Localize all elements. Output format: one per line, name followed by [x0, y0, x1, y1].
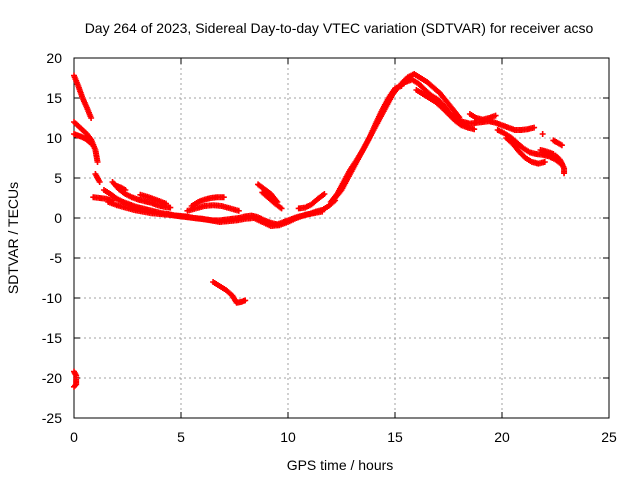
y-tick-label: 10 [46, 130, 62, 146]
data-point-fill [240, 297, 247, 304]
data-point-fill [118, 198, 125, 205]
data-point-fill [234, 207, 241, 214]
data-point-fill [384, 96, 391, 103]
data-point-fill [95, 177, 102, 184]
data-point-fill [120, 204, 127, 211]
data-point-fill [127, 193, 134, 200]
grid [74, 58, 609, 418]
data-point-fill [291, 215, 298, 222]
data-point-fill [219, 194, 226, 201]
data-point [539, 131, 546, 137]
data-point-fill [144, 193, 151, 200]
plot-frame [73, 57, 610, 419]
data-point-fill [91, 145, 98, 152]
data-point-fill [133, 196, 140, 202]
data-point-fill [358, 148, 365, 155]
data-point-fill [146, 199, 153, 206]
y-tick-label: -20 [42, 370, 62, 386]
data-point-fill [87, 113, 94, 120]
data-point-fill [112, 201, 119, 208]
data-point-fill [527, 158, 534, 164]
data-point-fill [257, 218, 264, 225]
data-point-fill [300, 212, 307, 219]
data-point-fill [83, 103, 90, 109]
data-point-fill [94, 157, 101, 164]
data-point-fill [152, 196, 159, 203]
data-point-fill [161, 199, 168, 206]
data-point-fill [378, 108, 385, 115]
data-point-fill [339, 180, 346, 187]
data-point-fill [73, 379, 80, 386]
data-point-fill [529, 125, 536, 131]
data-point-fill [557, 141, 564, 148]
data-point [71, 383, 77, 390]
data-point-fill [352, 159, 359, 165]
data-point-fill [548, 150, 555, 157]
y-tick-label: -10 [42, 290, 62, 306]
data-point-fill [484, 115, 491, 122]
data-point-fill [490, 113, 497, 120]
data-point-fill [469, 125, 476, 132]
data-point-fill [471, 114, 478, 120]
data-point-fill [497, 121, 504, 128]
data-point-fill [283, 219, 290, 226]
data-point-fill [225, 204, 232, 211]
data-point-fill [490, 119, 497, 126]
data-point-fill [463, 124, 470, 130]
data-point-fill [277, 204, 284, 211]
data-point-fill [525, 148, 532, 155]
data-point-fill [165, 204, 172, 211]
y-tick-label: 0 [54, 210, 62, 226]
x-tick-label: 15 [387, 429, 403, 445]
data-point-fill [503, 124, 510, 130]
x-tick-labels: 0 5 10 15 20 25 [70, 429, 617, 445]
data-point-fill [74, 81, 81, 88]
x-tick-label: 0 [70, 429, 78, 445]
data-point-fill [333, 192, 340, 199]
y-tick-label: 5 [54, 170, 62, 186]
data-point-fill [346, 168, 353, 175]
y-axis-title: SDTVAR / TECUs [5, 182, 21, 294]
data-point-fill [214, 282, 221, 288]
data-point-fill [371, 122, 378, 129]
x-tick-label: 20 [494, 429, 510, 445]
data-point-fill [236, 299, 243, 306]
data-point-fill [455, 112, 462, 119]
data-point-fill [300, 204, 307, 211]
data-point-fill [86, 139, 93, 146]
y-tick-label: 20 [46, 50, 62, 66]
axis-ticks [73, 57, 610, 419]
y-tick-label: -15 [42, 330, 62, 346]
x-tick-label: 10 [280, 429, 296, 445]
data-point-fill [540, 159, 547, 166]
data-point-fill [365, 136, 372, 143]
data-point-fill [424, 94, 431, 100]
x-tick-label: 25 [601, 429, 617, 445]
data-point-fill [320, 191, 327, 198]
y-tick-label: -25 [42, 410, 62, 426]
y-tick-labels: -25 -20 -15 -10 -5 0 5 10 15 20 [42, 50, 62, 426]
data-point-fill [561, 168, 568, 175]
data-point-fill [416, 74, 423, 80]
chart-title: Day 264 of 2023, Sidereal Day-to-day VTE… [85, 20, 594, 36]
data-point-fill [499, 129, 506, 136]
data-point-fill [542, 148, 549, 155]
data-point-fill [73, 132, 80, 139]
data-point-fill [317, 208, 324, 215]
data-points [71, 71, 568, 390]
y-tick-label: 15 [46, 90, 62, 106]
y-tick-label: -5 [50, 250, 63, 266]
data-point-fill [193, 200, 200, 206]
x-axis-title: GPS time / hours [287, 457, 394, 473]
data-point-fill [418, 90, 425, 96]
data-point-fill [120, 186, 127, 193]
data-point-fill [72, 382, 79, 389]
data-point-fill [199, 197, 206, 204]
data-point-fill [191, 205, 198, 212]
x-tick-label: 5 [177, 429, 185, 445]
data-point-fill [78, 93, 85, 100]
